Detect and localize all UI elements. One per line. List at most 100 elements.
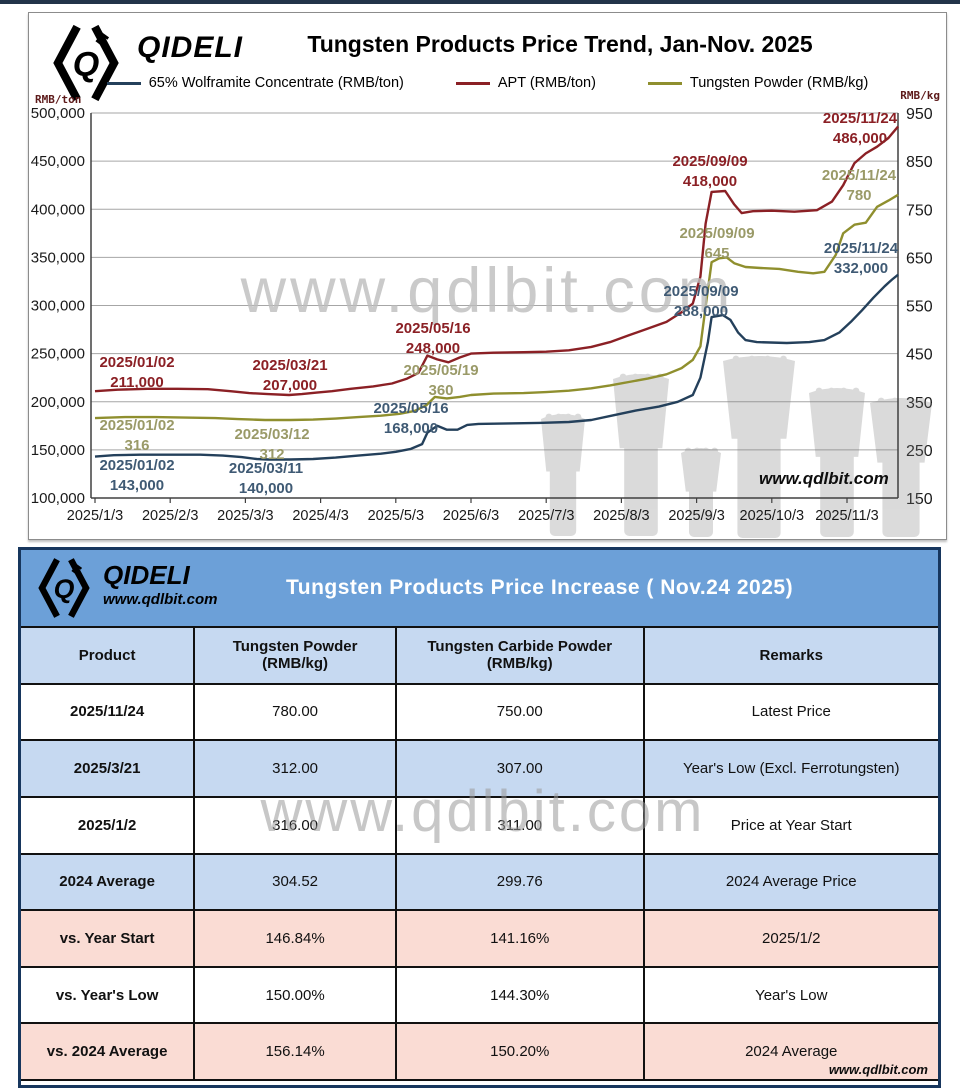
annotation-value: 780 bbox=[846, 186, 872, 204]
annotation-date: 2025/11/24 bbox=[823, 240, 899, 257]
x-axis-tick-label: 2025/2/3 bbox=[142, 508, 198, 524]
data-point-annotation: 2025/09/09 645 bbox=[679, 224, 754, 263]
value-cell: 312.00 bbox=[195, 741, 397, 798]
value-cell: 156.14% bbox=[195, 1024, 397, 1081]
annotation-value: 143,000 bbox=[109, 476, 165, 494]
annotation-value: 645 bbox=[704, 244, 730, 262]
annotation-date: 2025/05/16 bbox=[395, 320, 471, 337]
legend-item: Tungsten Powder (RMB/kg) bbox=[647, 75, 869, 91]
value-cell: 780.00 bbox=[195, 684, 397, 742]
data-point-annotation: 2025/05/16 168,000 bbox=[373, 399, 448, 438]
table-site-label: www.qdlbit.com bbox=[828, 1062, 928, 1077]
column-header: Product bbox=[21, 628, 196, 685]
brand-name: QIDELI bbox=[137, 31, 244, 64]
value-cell: 311.00 bbox=[396, 797, 645, 855]
annotation-value: 316 bbox=[124, 436, 150, 454]
legend-line-swatch bbox=[455, 81, 490, 85]
data-point-annotation: 2025/11/24 780 bbox=[822, 166, 896, 205]
data-point-annotation: 2025/05/19 360 bbox=[403, 361, 478, 400]
annotation-value: 211,000 bbox=[110, 373, 164, 391]
brand-site: www.qdlbit.com bbox=[103, 591, 218, 608]
left-axis-tick-label: 100,000 bbox=[31, 490, 85, 507]
remarks-cell: Price at Year Start bbox=[644, 797, 938, 855]
drill-bit-photo bbox=[541, 413, 585, 536]
x-axis-tick-label: 2025/5/3 bbox=[368, 508, 424, 524]
row-label: vs. Year's Low bbox=[21, 967, 196, 1025]
right-axis-tick-label: 250 bbox=[906, 443, 933, 460]
table-title-band: Q QIDELI www.qdlbit.com Tungsten Product… bbox=[21, 550, 938, 626]
chart-site-label: www.qdlbit.com bbox=[759, 469, 889, 488]
drill-bit-photo bbox=[809, 387, 865, 537]
legend-label: Tungsten Powder (RMB/kg) bbox=[689, 75, 869, 91]
legend-line-swatch bbox=[106, 81, 141, 85]
left-axis-tick-label: 350,000 bbox=[31, 249, 85, 266]
annotation-date: 2025/09/09 bbox=[679, 225, 755, 242]
table-brand-text: QIDELI www.qdlbit.com bbox=[103, 562, 217, 608]
value-cell: 146.84% bbox=[195, 911, 397, 968]
annotation-value: 140,000 bbox=[238, 479, 294, 497]
legend-item: APT (RMB/ton) bbox=[455, 75, 596, 91]
table-title: Tungsten Products Price Increase ( Nov.2… bbox=[286, 576, 794, 599]
x-axis-tick-label: 2025/8/3 bbox=[593, 508, 649, 524]
annotation-value: 418,000 bbox=[682, 172, 738, 190]
right-axis-tick-label: 450 bbox=[906, 347, 933, 364]
svg-text:Q: Q bbox=[73, 46, 99, 84]
series-line bbox=[94, 125, 900, 397]
data-point-annotation: 2025/01/02 316 bbox=[99, 416, 174, 455]
annotation-date: 2025/03/21 bbox=[252, 357, 328, 374]
right-axis-tick-label: 350 bbox=[906, 395, 933, 412]
value-cell: 316.00 bbox=[195, 797, 397, 855]
remarks-cell: Latest Price bbox=[644, 684, 938, 742]
annotation-date: 2025/03/11 bbox=[228, 460, 304, 477]
data-point-annotation: 2025/05/16 248,000 bbox=[395, 319, 470, 358]
data-point-annotation: 2025/11/24 486,000 bbox=[823, 109, 897, 148]
annotation-value: 288,000 bbox=[673, 302, 729, 320]
x-axis-tick-label: 2025/4/3 bbox=[292, 508, 348, 524]
chart-title: Tungsten Products Price Trend, Jan-Nov. … bbox=[307, 31, 813, 57]
right-axis-unit: RMB/kg bbox=[900, 89, 940, 102]
legend-item: 65% Wolframite Concentrate (RMB/ton) bbox=[106, 75, 404, 91]
drill-bit-photo bbox=[870, 397, 932, 537]
annotation-value: 360 bbox=[428, 381, 454, 399]
price-trend-chart-panel: Q QIDELI Tungsten Products Price Trend, … bbox=[28, 12, 947, 540]
x-axis-tick-label: 2025/11/3 bbox=[815, 508, 878, 524]
x-axis-tick-label: 2025/7/3 bbox=[518, 508, 574, 524]
data-point-annotation: 2025/01/02 211,000 bbox=[99, 353, 174, 392]
left-axis-tick-label: 500,000 bbox=[31, 105, 85, 122]
left-axis-tick-label: 150,000 bbox=[31, 442, 85, 459]
price-increase-table: Product Tungsten Powder (RMB/kg) Tungsten … bbox=[21, 626, 938, 1081]
row-label: 2025/1/2 bbox=[21, 797, 196, 855]
price-increase-table-panel: Q QIDELI www.qdlbit.com Tungsten Product… bbox=[18, 547, 941, 1088]
table-brand: Q QIDELI www.qdlbit.com bbox=[35, 556, 217, 620]
legend-label: APT (RMB/ton) bbox=[497, 75, 596, 91]
chart-header: Q QIDELI Tungsten Products Price Trend, … bbox=[29, 13, 946, 109]
annotation-date: 2025/05/16 bbox=[373, 400, 449, 417]
column-header: Tungsten Powder (RMB/kg) bbox=[195, 628, 397, 685]
series-line bbox=[94, 193, 899, 422]
x-axis-tick-label: 2025/9/3 bbox=[668, 508, 724, 524]
brand-name: QIDELI bbox=[103, 560, 190, 590]
left-axis-tick-label: 450,000 bbox=[31, 153, 85, 170]
annotation-date: 2025/09/09 bbox=[672, 153, 748, 170]
annotation-value: 312 bbox=[259, 445, 285, 463]
data-point-annotation: 2025/11/24 332,000 bbox=[824, 239, 898, 278]
annotation-value: 486,000 bbox=[832, 129, 888, 147]
data-point-annotation: 2025/09/09 418,000 bbox=[672, 152, 747, 191]
data-point-annotation: 2025/01/02 143,000 bbox=[99, 456, 174, 495]
left-axis-unit: RMB/ton bbox=[35, 93, 82, 106]
value-cell: 299.76 bbox=[396, 854, 645, 912]
drill-bit-photo bbox=[681, 447, 721, 537]
value-cell: 307.00 bbox=[396, 741, 645, 798]
x-axis-tick-label: 2025/6/3 bbox=[443, 508, 499, 524]
value-cell: 750.00 bbox=[396, 684, 645, 742]
x-axis-tick-label: 2025/1/3 bbox=[67, 508, 123, 524]
annotation-date: 2025/01/02 bbox=[99, 417, 175, 434]
drill-bit-photo bbox=[613, 373, 669, 536]
row-label: vs. Year Start bbox=[21, 911, 196, 968]
value-cell: 141.16% bbox=[396, 911, 645, 968]
annotation-value: 207,000 bbox=[262, 376, 318, 394]
data-point-annotation: 2025/09/09 288,000 bbox=[663, 282, 738, 321]
annotation-date: 2025/09/09 bbox=[663, 283, 739, 300]
data-point-annotation: 2025/03/12 312 bbox=[234, 425, 309, 464]
left-axis-tick-label: 200,000 bbox=[31, 394, 85, 411]
